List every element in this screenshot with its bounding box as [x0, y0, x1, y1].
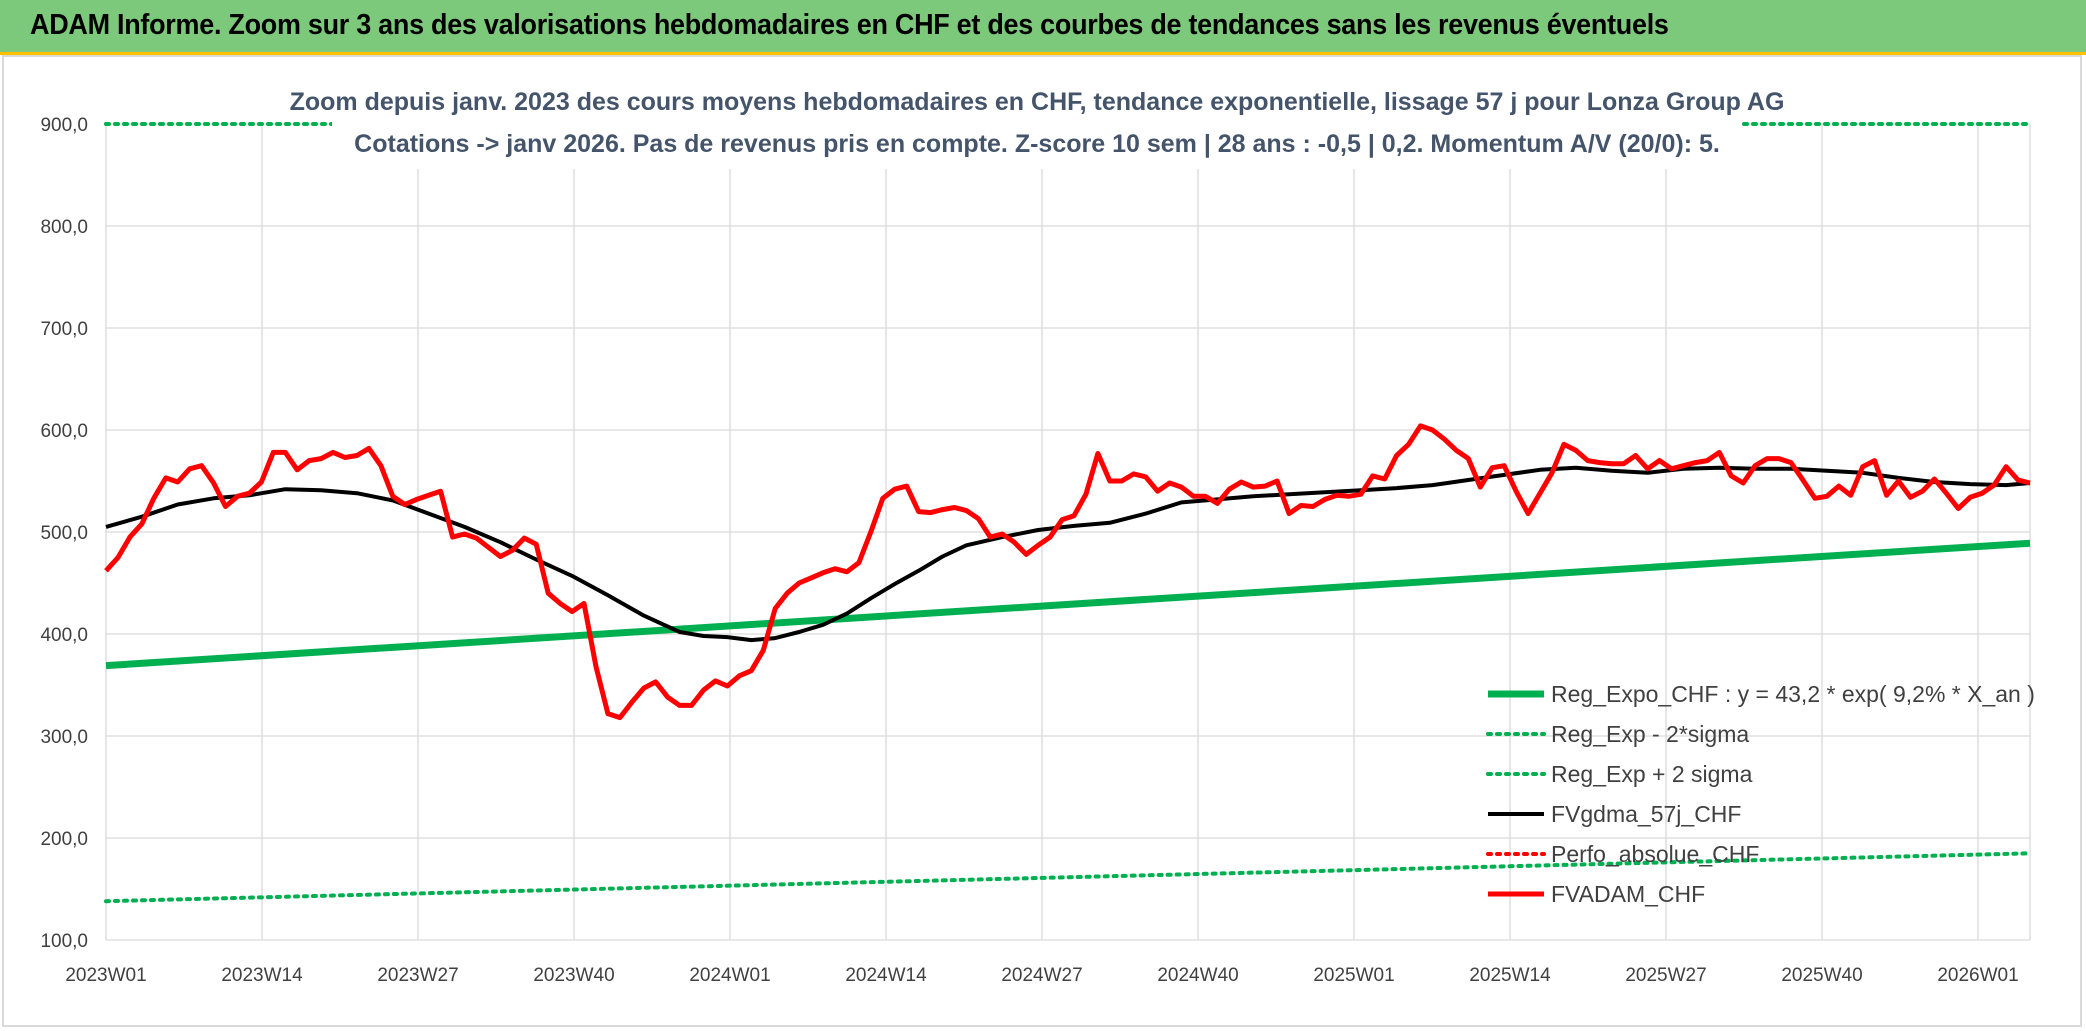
x-tick-label: 2026W01 [1937, 965, 2018, 986]
gridlines [105, 123, 2031, 941]
y-tick-label: 400,0 [40, 625, 88, 646]
report-title: ADAM Informe. Zoom sur 3 ans des valoris… [30, 9, 1669, 41]
legend-label: Reg_Exp + 2 sigma [1551, 761, 1753, 787]
y-tick-label: 300,0 [40, 727, 88, 748]
reg-exp-minus-2sigma-line [104, 851, 2032, 904]
legend-label: FVADAM_CHF [1551, 881, 1705, 907]
legend-label: Reg_Exp - 2*sigma [1551, 721, 1749, 747]
fvadam-line [104, 423, 2031, 721]
reg-expo-line [105, 539, 2031, 670]
y-tick-label: 600,0 [40, 421, 88, 442]
y-tick-label: 900,0 [40, 115, 88, 136]
legend-label: Perfo_absolue_CHF [1551, 841, 1759, 867]
x-tick-label: 2024W27 [1001, 965, 1082, 986]
legend-label: FVgdma_57j_CHF [1551, 801, 1741, 827]
x-tick-label: 2024W40 [1157, 965, 1238, 986]
x-tick-label: 2025W14 [1469, 965, 1551, 986]
x-tick-label: 2025W27 [1625, 965, 1706, 986]
chart-subtitle: Cotations -> janv 2026. Pas de revenus p… [354, 130, 1720, 158]
x-tick-label: 2025W01 [1313, 965, 1394, 986]
x-axis-ticks: 2023W01 2023W14 2023W27 2023W40 2024W01 2024W… [65, 965, 2018, 986]
report-header: ADAM Informe. Zoom sur 3 ans des valoris… [0, 0, 2086, 55]
x-tick-label: 2023W27 [377, 965, 458, 986]
x-tick-label: 2023W40 [533, 965, 614, 986]
x-tick-label: 2023W01 [65, 965, 146, 986]
x-tick-label: 2025W40 [1781, 965, 1862, 986]
chart-title: Zoom depuis janv. 2023 des cours moyens … [290, 88, 1785, 116]
x-tick-label: 2024W14 [845, 965, 927, 986]
legend-label: Reg_Expo_CHF : y = 43,2 * exp( 9,2% * X_… [1551, 681, 2035, 707]
y-tick-label: 200,0 [40, 829, 88, 850]
y-axis-ticks: 100,0 200,0 300,0 400,0 500,0 600,0 700,0 800,0… [40, 115, 88, 952]
fvgdma-line [105, 465, 2031, 643]
y-tick-label: 500,0 [40, 523, 88, 544]
y-tick-label: 100,0 [40, 931, 88, 952]
y-tick-label: 800,0 [40, 217, 88, 238]
legend: Reg_Expo_CHF : y = 43,2 * exp( 9,2% * X_… [1486, 681, 2035, 907]
x-tick-label: 2023W14 [221, 965, 303, 986]
chart-frame [2, 55, 2082, 1027]
x-tick-label: 2024W01 [689, 965, 770, 986]
chart-title-background [332, 77, 1742, 169]
y-tick-label: 700,0 [40, 319, 88, 340]
